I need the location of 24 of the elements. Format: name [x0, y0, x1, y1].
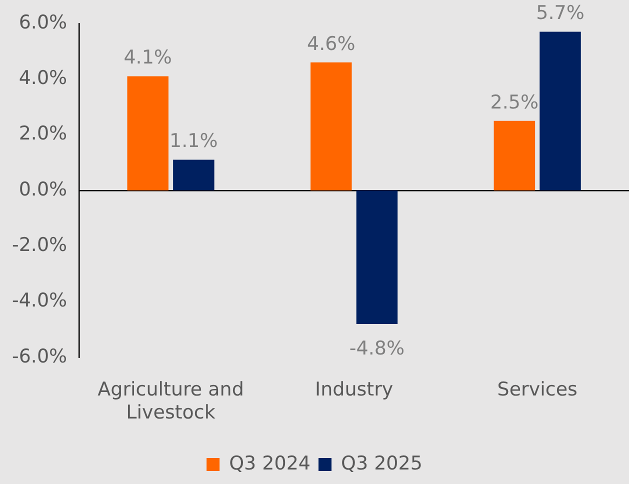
legend-label: Q3 2025	[341, 452, 422, 474]
data-label: 5.7%	[536, 2, 584, 24]
bar	[310, 62, 352, 190]
data-label: 2.5%	[490, 91, 539, 114]
y-tick-label: 0.0%	[18, 178, 68, 200]
y-tick-label: 2.0%	[18, 122, 68, 145]
bar	[540, 32, 581, 190]
data-label: -4.8%	[349, 337, 405, 360]
bar	[127, 76, 168, 190]
x-tick-label: Industry	[314, 378, 394, 401]
y-tick-label: 4.0%	[18, 67, 68, 90]
data-label: 4.1%	[124, 46, 172, 69]
x-tick-label: Services	[497, 378, 578, 401]
bar	[356, 190, 398, 324]
legend-label: Q3 2024	[229, 452, 310, 474]
bar	[494, 120, 536, 190]
y-tick-label: -6.0%	[12, 345, 68, 368]
data-label: 1.1%	[170, 130, 218, 152]
x-tick-label: Agriculture and Livestock	[98, 378, 244, 424]
y-tick-label: -2.0%	[12, 234, 68, 256]
bar	[173, 160, 214, 190]
data-label: 4.6%	[307, 32, 356, 55]
y-tick-label: 6.0%	[18, 11, 68, 34]
y-tick-label: -4.0%	[12, 290, 68, 312]
